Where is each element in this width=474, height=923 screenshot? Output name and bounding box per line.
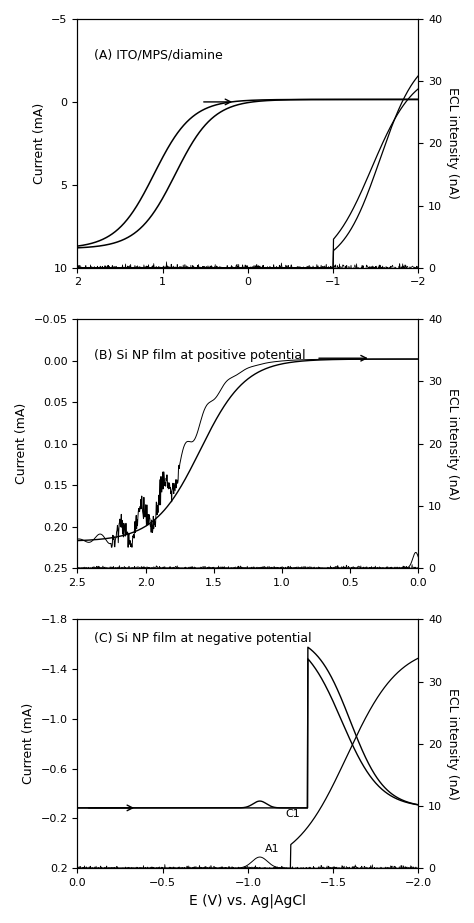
Y-axis label: Current (mA): Current (mA): [33, 102, 46, 184]
Y-axis label: Current (mA): Current (mA): [22, 703, 35, 785]
Text: (C) Si NP film at negative potential: (C) Si NP film at negative potential: [94, 632, 312, 645]
Y-axis label: ECL intensity (nA): ECL intensity (nA): [446, 688, 459, 800]
Text: (A) ITO/MPS/diamine: (A) ITO/MPS/diamine: [94, 49, 223, 62]
X-axis label: E (V) vs. Ag|AgCl: E (V) vs. Ag|AgCl: [190, 893, 306, 908]
Y-axis label: ECL intensity (nA): ECL intensity (nA): [446, 388, 459, 499]
Text: A1: A1: [265, 844, 280, 854]
Y-axis label: ECL intensity (nA): ECL intensity (nA): [446, 88, 459, 199]
Text: C1: C1: [285, 809, 300, 820]
Text: (B) Si NP film at positive potential: (B) Si NP film at positive potential: [94, 349, 306, 362]
Y-axis label: Current (mA): Current (mA): [15, 403, 28, 485]
